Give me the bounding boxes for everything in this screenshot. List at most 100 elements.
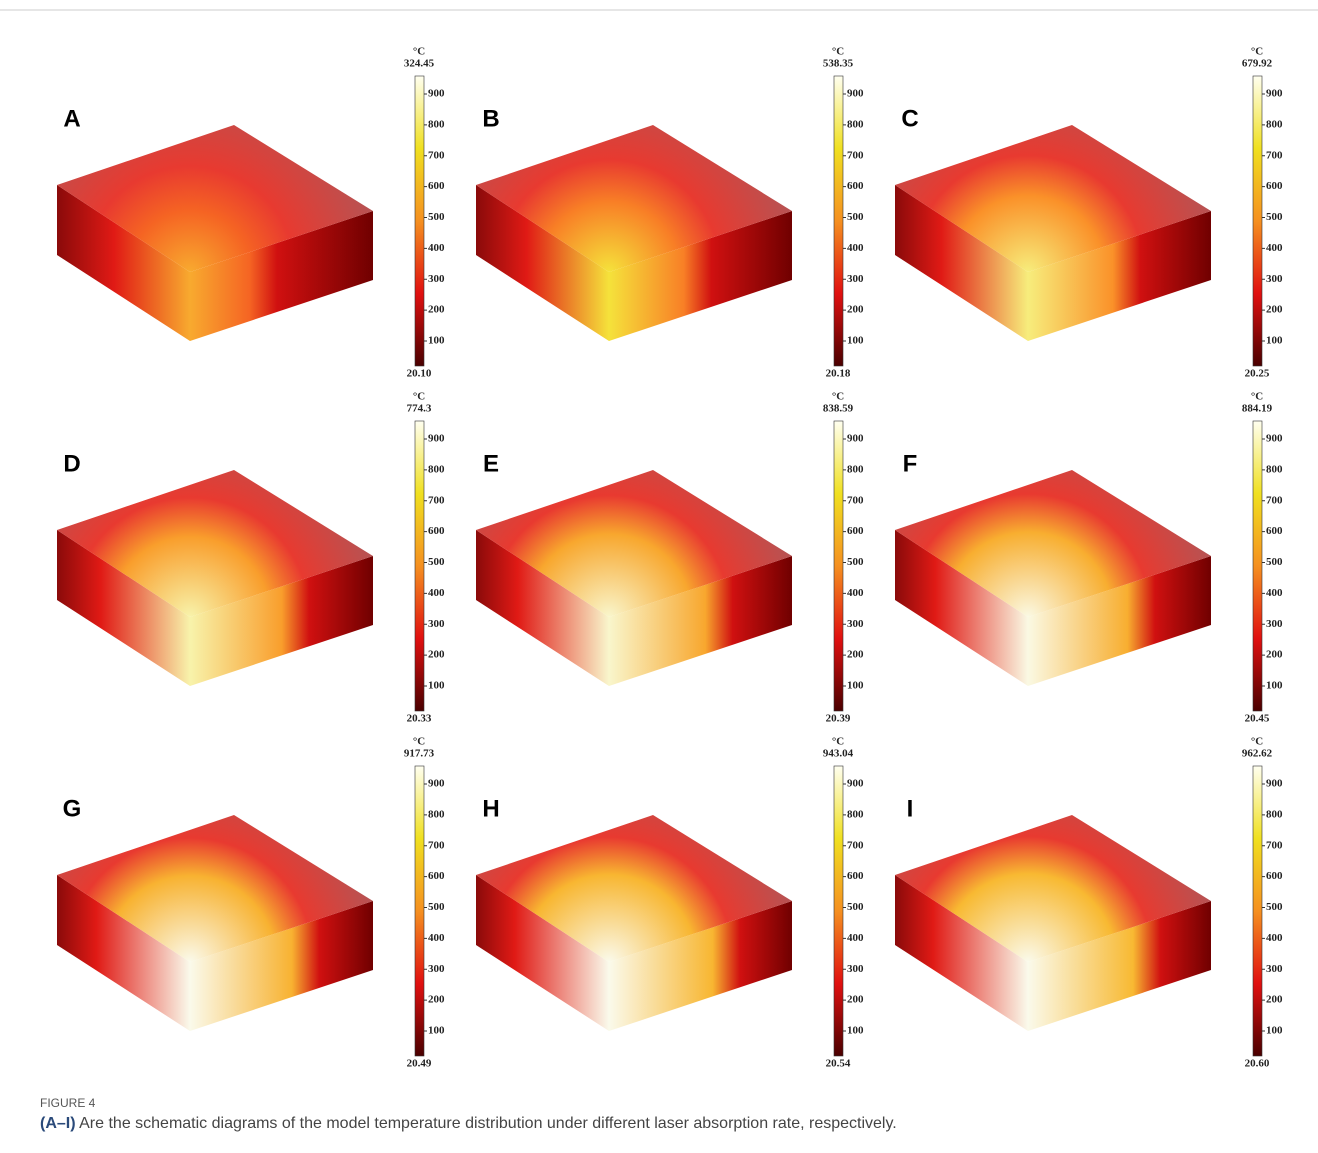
colorbar-tick-label: 600	[1266, 180, 1283, 192]
caption-text: Are the schematic diagrams of the model …	[79, 1115, 897, 1132]
colorbar-tick-label: 400	[428, 932, 445, 944]
colorbar-tick-label: 500	[847, 556, 864, 568]
figure: A°C324.4520.1010020030040050060070080090…	[0, 0, 1318, 1090]
colorbar-min: 20.10	[407, 368, 432, 380]
colorbar-tick-label: 700	[847, 149, 864, 161]
colorbar-min: 20.54	[826, 1058, 851, 1070]
figure-label: FIGURE 4	[40, 1096, 95, 1110]
colorbar-tick-label: 900	[428, 778, 445, 790]
panel-label: F	[903, 450, 918, 477]
colorbar-tick-label: 800	[1266, 118, 1283, 130]
colorbar-tick-label: 400	[1266, 242, 1283, 254]
colorbar-min: 20.25	[1245, 368, 1270, 380]
colorbar-tick-label: 300	[847, 963, 864, 975]
colorbar-tick-label: 100	[1266, 680, 1283, 692]
panel-label: C	[901, 105, 918, 132]
colorbar-tick-label: 500	[428, 901, 445, 913]
colorbar-tick-label: 800	[1266, 808, 1283, 820]
colorbar-tick-label: 900	[847, 88, 864, 100]
colorbar-tick-label: 100	[428, 680, 445, 692]
colorbar-min: 20.18	[826, 368, 851, 380]
panel-label: B	[482, 105, 499, 132]
colorbar-max: 679.92	[1242, 58, 1273, 70]
colorbar-tick-label: 100	[847, 1025, 864, 1037]
colorbar-tick-label: 600	[428, 870, 445, 882]
colorbar	[415, 421, 424, 711]
colorbar-unit: °C	[1251, 46, 1263, 58]
colorbar-tick-label: 200	[847, 994, 864, 1006]
colorbar-unit: °C	[413, 46, 425, 58]
colorbar-tick-label: 800	[428, 463, 445, 475]
colorbar-tick-label: 200	[847, 304, 864, 316]
colorbar-tick-label: 900	[1266, 433, 1283, 445]
colorbar-tick-label: 400	[847, 242, 864, 254]
colorbar-tick-label: 100	[847, 680, 864, 692]
panel-label: G	[63, 795, 82, 822]
colorbar-tick-label: 800	[847, 463, 864, 475]
colorbar-tick-label: 100	[847, 335, 864, 347]
colorbar-tick-label: 700	[428, 149, 445, 161]
colorbar-tick-label: 300	[428, 273, 445, 285]
colorbar	[1253, 421, 1262, 711]
colorbar-tick-label: 900	[1266, 778, 1283, 790]
colorbar	[834, 766, 843, 1056]
colorbar-tick-label: 400	[428, 242, 445, 254]
colorbar-tick-label: 100	[1266, 1025, 1283, 1037]
colorbar-tick-label: 300	[1266, 963, 1283, 975]
colorbar-tick-label: 100	[428, 335, 445, 347]
colorbar-tick-label: 300	[847, 273, 864, 285]
caption-label: (A–I)	[40, 1115, 76, 1132]
colorbar-tick-label: 600	[847, 525, 864, 537]
colorbar-tick-label: 700	[1266, 494, 1283, 506]
panel-label: I	[907, 795, 914, 822]
colorbar	[415, 76, 424, 366]
colorbar-tick-label: 900	[428, 88, 445, 100]
panel-label: H	[482, 795, 499, 822]
colorbar-tick-label: 600	[847, 180, 864, 192]
colorbar-max: 943.04	[823, 748, 854, 760]
colorbar-tick-label: 800	[847, 118, 864, 130]
colorbar-tick-label: 700	[1266, 839, 1283, 851]
colorbar-unit: °C	[832, 391, 844, 403]
colorbar-tick-label: 400	[1266, 587, 1283, 599]
panel-label: E	[483, 450, 499, 477]
colorbar-tick-label: 200	[1266, 649, 1283, 661]
colorbar-tick-label: 300	[1266, 618, 1283, 630]
colorbar-max: 962.62	[1242, 748, 1273, 760]
colorbar-tick-label: 600	[847, 870, 864, 882]
colorbar-max: 917.73	[404, 748, 435, 760]
colorbar-unit: °C	[832, 736, 844, 748]
colorbar-tick-label: 200	[428, 994, 445, 1006]
colorbar-tick-label: 300	[1266, 273, 1283, 285]
colorbar-tick-label: 700	[847, 494, 864, 506]
colorbar	[834, 76, 843, 366]
colorbar-max: 884.19	[1242, 403, 1273, 415]
colorbar	[834, 421, 843, 711]
colorbar-tick-label: 700	[1266, 149, 1283, 161]
colorbar-unit: °C	[413, 736, 425, 748]
colorbar-tick-label: 600	[428, 525, 445, 537]
colorbar-tick-label: 200	[428, 649, 445, 661]
colorbar-tick-label: 800	[428, 808, 445, 820]
caption: (A–I) Are the schematic diagrams of the …	[40, 1115, 897, 1133]
colorbar-tick-label: 700	[428, 494, 445, 506]
colorbar-tick-label: 600	[1266, 525, 1283, 537]
colorbar-min: 20.49	[407, 1058, 432, 1070]
panel-label: D	[63, 450, 80, 477]
colorbar-tick-label: 800	[847, 808, 864, 820]
colorbar-min: 20.45	[1245, 713, 1270, 725]
figure-page: A°C324.4520.1010020030040050060070080090…	[0, 0, 1318, 1153]
colorbar-unit: °C	[1251, 391, 1263, 403]
colorbar-min: 20.33	[407, 713, 432, 725]
colorbar-tick-label: 900	[847, 778, 864, 790]
colorbar-tick-label: 800	[428, 118, 445, 130]
colorbar-tick-label: 900	[847, 433, 864, 445]
colorbar-tick-label: 600	[1266, 870, 1283, 882]
colorbar-tick-label: 500	[847, 901, 864, 913]
colorbar-tick-label: 500	[428, 556, 445, 568]
colorbar-tick-label: 900	[428, 433, 445, 445]
colorbar-tick-label: 500	[1266, 556, 1283, 568]
colorbar-tick-label: 700	[847, 839, 864, 851]
colorbar-tick-label: 200	[1266, 304, 1283, 316]
colorbar-unit: °C	[832, 46, 844, 58]
